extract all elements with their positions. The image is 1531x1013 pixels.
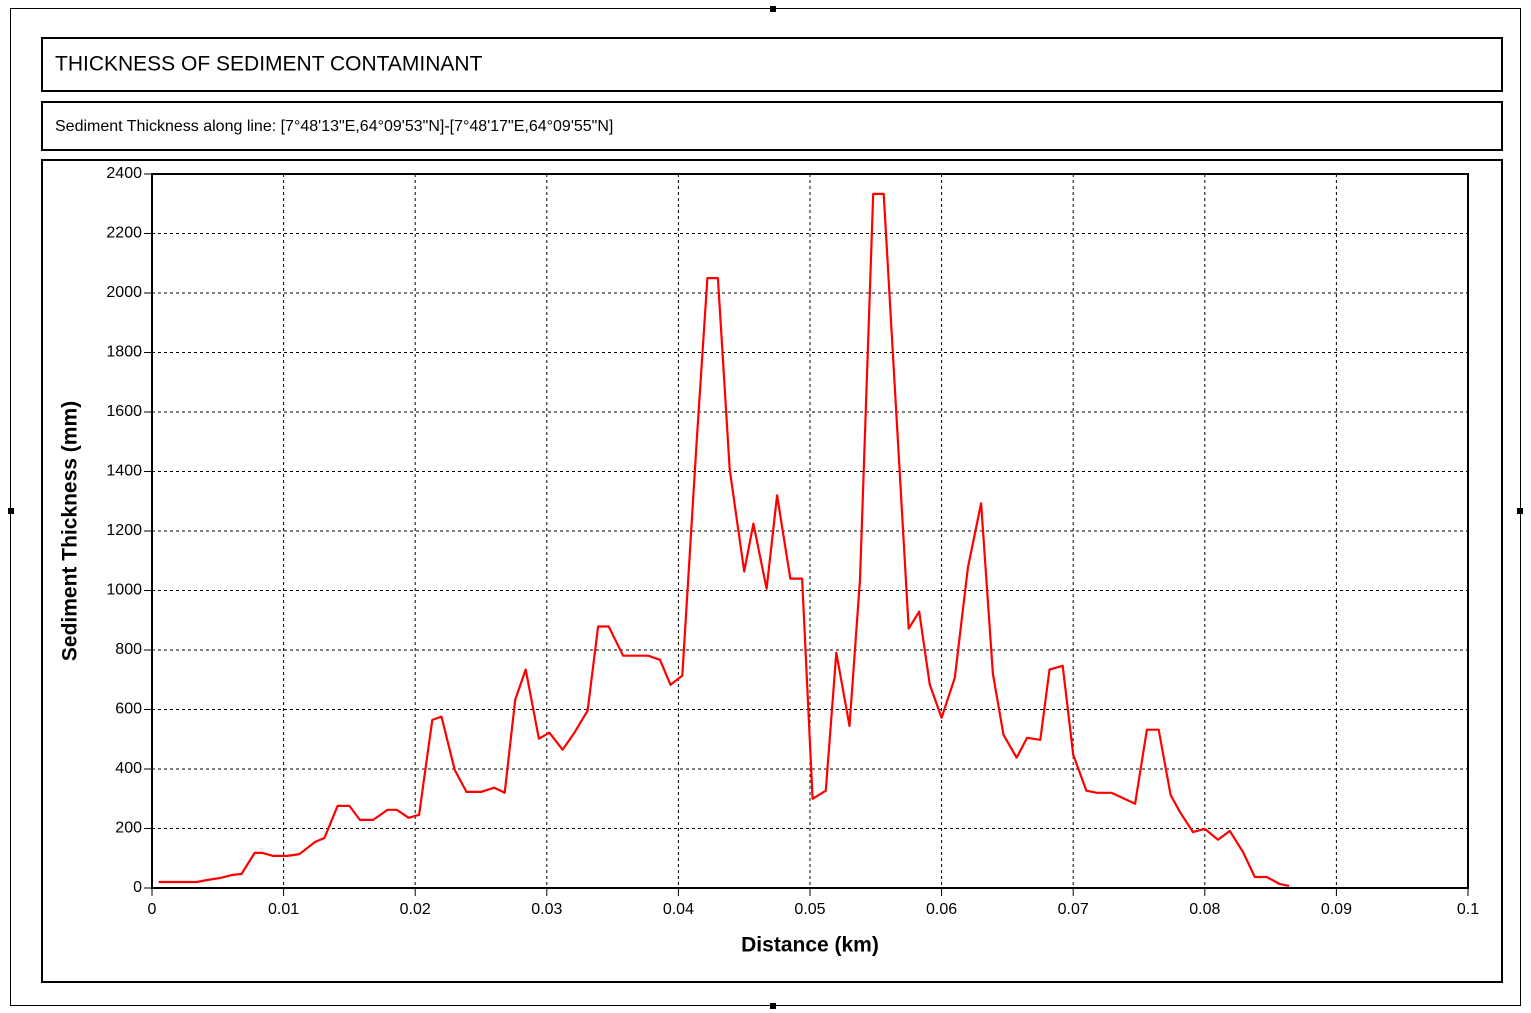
y-tick-label: 1800 <box>106 344 142 361</box>
x-tick-label: 0.07 <box>1058 901 1089 918</box>
x-tick-label: 0.09 <box>1321 901 1352 918</box>
x-axis-label: Distance (km) <box>741 934 879 957</box>
x-tick-label: 0 <box>148 901 157 918</box>
y-tick-label: 1400 <box>106 463 142 480</box>
handle <box>1517 508 1523 514</box>
y-tick-label: 2200 <box>106 225 142 242</box>
handle <box>8 508 14 514</box>
frame <box>10 8 1521 1006</box>
plot-border <box>151 173 1469 889</box>
handles <box>8 6 1523 1009</box>
x-tick-label: 0.08 <box>1189 901 1220 918</box>
subtitle-box <box>41 101 1503 151</box>
x-tick-label: 0.04 <box>663 901 694 918</box>
handle <box>770 1003 776 1009</box>
x-tick-label: 0.1 <box>1457 901 1479 918</box>
chart-box <box>41 159 1503 983</box>
x-tick-label: 0.01 <box>268 901 299 918</box>
y-tick-label: 800 <box>115 641 142 658</box>
y-tick-label: 200 <box>115 820 142 837</box>
y-tick-label: 600 <box>115 701 142 718</box>
chart-subtitle: Sediment Thickness along line: [7°48'13"… <box>55 118 613 135</box>
y-tick-label: 400 <box>115 760 142 777</box>
y-tick-label: 1000 <box>106 582 142 599</box>
y-axis-label: Sediment Thickness (mm) <box>59 401 82 661</box>
y-tick-label: 2000 <box>106 284 142 301</box>
x-tick-label: 0.06 <box>926 901 957 918</box>
x-tick-label: 0.03 <box>531 901 562 918</box>
outer-frame <box>10 8 1521 1006</box>
chart-title: THICKNESS OF SEDIMENT CONTAMINANT <box>55 53 483 76</box>
y-tick-label: 1200 <box>106 522 142 539</box>
x-tick-label: 0.02 <box>400 901 431 918</box>
title-box <box>41 37 1503 92</box>
y-tick-label: 2400 <box>106 165 142 182</box>
y-tick-label: 1600 <box>106 403 142 420</box>
x-tick-label: 0.05 <box>794 901 825 918</box>
data-line <box>158 192 1290 887</box>
y-tick-label: 0 <box>133 879 142 896</box>
handle <box>770 6 776 12</box>
